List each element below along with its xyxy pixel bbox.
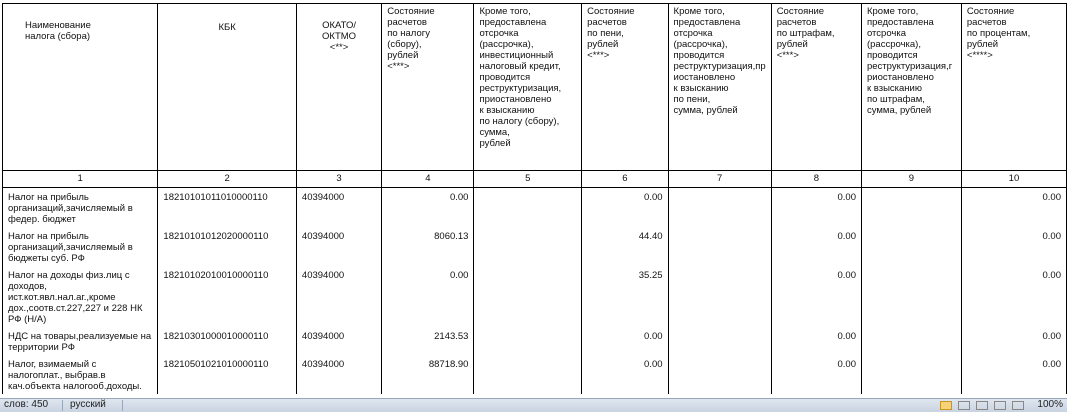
header-tax-balance: Состояние расчетов по налогу (сбору), ру…	[381, 3, 475, 171]
penalty-deferral-cell	[667, 227, 772, 266]
tax-name-cell: Налог на прибыль организаций,зачисляемый…	[1, 187, 159, 227]
interest-balance-cell: 0.00	[960, 227, 1067, 266]
kbk-cell: 18210101012020000110	[157, 227, 297, 266]
penalty-deferral-cell	[667, 327, 772, 355]
fine-balance-cell: 0.00	[770, 327, 862, 355]
okato-cell: 40394000	[295, 355, 383, 394]
outline-view-icon[interactable]	[994, 401, 1006, 410]
column-number-row: 1 2 3 4 5 6 7 8 9 10	[1, 170, 1067, 188]
divider	[122, 400, 123, 411]
tax-balance-cell: 0.00	[381, 187, 475, 227]
word-count[interactable]: слов: 450	[4, 399, 49, 410]
penalty-deferral-cell	[667, 187, 772, 227]
tax-balance-cell: 2143.53	[381, 327, 475, 355]
header-penalty-balance: Состояние расчетов по пени, рублей <***>	[581, 3, 669, 171]
column-number: 4	[381, 170, 475, 188]
kbk-cell: 18210301000010000110	[157, 327, 297, 355]
header-tax-deferral: Кроме того, предоставлена отсрочка (расс…	[473, 3, 583, 171]
okato-cell: 40394000	[295, 227, 383, 266]
penalty-balance-cell: 44.40	[581, 227, 669, 266]
tax-name-cell: Налог, взимаемый с налогоплат., выбрав.в…	[1, 355, 159, 394]
column-number: 6	[581, 170, 669, 188]
penalty-balance-cell: 0.00	[581, 355, 669, 394]
fine-deferral-cell	[860, 187, 962, 227]
fine-balance-cell: 0.00	[770, 227, 862, 266]
tax-deferral-cell	[473, 327, 583, 355]
fine-deferral-cell	[860, 227, 962, 266]
interest-balance-cell: 0.00	[960, 266, 1067, 327]
okato-cell: 40394000	[295, 187, 383, 227]
tax-balance-cell: 88718.90	[381, 355, 475, 394]
fine-deferral-cell	[860, 355, 962, 394]
full-screen-view-icon[interactable]	[958, 401, 970, 410]
tax-balance-cell: 0.00	[381, 266, 475, 327]
column-number: 10	[960, 170, 1067, 188]
fine-balance-cell: 0.00	[770, 266, 862, 327]
tax-deferral-cell	[473, 266, 583, 327]
interest-balance-cell: 0.00	[960, 187, 1067, 227]
fine-deferral-cell	[860, 266, 962, 327]
fine-deferral-cell	[860, 327, 962, 355]
column-number: 1	[1, 170, 159, 188]
tax-deferral-cell	[473, 227, 583, 266]
column-number: 8	[770, 170, 862, 188]
tax-deferral-cell	[473, 187, 583, 227]
header-interest-balance: Состояние расчетов по процентам, рублей …	[960, 3, 1067, 171]
tax-settlement-table: Наименование налога (сбора) КБК ОКАТО/ О…	[1, 3, 1067, 394]
column-number: 3	[295, 170, 383, 188]
web-layout-view-icon[interactable]	[976, 401, 988, 410]
zoom-level[interactable]: 100%	[1037, 399, 1063, 410]
header-fine-balance: Состояние расчетов по штрафам, рублей <*…	[770, 3, 862, 171]
header-penalty-deferral: Кроме того, предоставлена отсрочка (расс…	[667, 3, 772, 171]
draft-view-icon[interactable]	[1012, 401, 1024, 410]
table-row: Налог на прибыль организаций,зачисляемый…	[1, 227, 1067, 266]
header-okato: ОКАТО/ ОКТМО <**>	[295, 3, 383, 171]
table-row: НДС на товары,реализуемые на территории …	[1, 327, 1067, 355]
header-kbk: КБК	[157, 3, 297, 171]
kbk-cell: 18210501021010000110	[157, 355, 297, 394]
header-fine-deferral: Кроме того, предоставлена отсрочка (расс…	[860, 3, 962, 171]
tax-deferral-cell	[473, 355, 583, 394]
status-bar: слов: 450 русский 100%	[0, 398, 1067, 412]
table-row: Налог на доходы физ.лиц с доходов, ист.к…	[1, 266, 1067, 327]
penalty-balance-cell: 35.25	[581, 266, 669, 327]
header-tax-name: Наименование налога (сбора)	[1, 3, 159, 171]
print-layout-view-icon[interactable]	[940, 401, 952, 410]
kbk-cell: 18210102010010000110	[157, 266, 297, 327]
column-number: 5	[473, 170, 583, 188]
interest-balance-cell: 0.00	[960, 355, 1067, 394]
penalty-deferral-cell	[667, 355, 772, 394]
column-number: 7	[667, 170, 772, 188]
tax-name-cell: Налог на доходы физ.лиц с доходов, ист.к…	[1, 266, 159, 327]
column-number: 9	[860, 170, 962, 188]
table-row: Налог на прибыль организаций,зачисляемый…	[1, 187, 1067, 227]
okato-cell: 40394000	[295, 327, 383, 355]
interest-balance-cell: 0.00	[960, 327, 1067, 355]
table-row: Налог, взимаемый с налогоплат., выбрав.в…	[1, 355, 1067, 394]
penalty-balance-cell: 0.00	[581, 187, 669, 227]
tax-name-cell: НДС на товары,реализуемые на территории …	[1, 327, 159, 355]
header-row: Наименование налога (сбора) КБК ОКАТО/ О…	[1, 3, 1067, 171]
divider	[62, 400, 63, 411]
kbk-cell: 18210101011010000110	[157, 187, 297, 227]
fine-balance-cell: 0.00	[770, 355, 862, 394]
column-number: 2	[157, 170, 297, 188]
fine-balance-cell: 0.00	[770, 187, 862, 227]
tax-name-cell: Налог на прибыль организаций,зачисляемый…	[1, 227, 159, 266]
penalty-balance-cell: 0.00	[581, 327, 669, 355]
penalty-deferral-cell	[667, 266, 772, 327]
language-indicator[interactable]: русский	[70, 399, 106, 410]
okato-cell: 40394000	[295, 266, 383, 327]
tax-balance-cell: 8060.13	[381, 227, 475, 266]
